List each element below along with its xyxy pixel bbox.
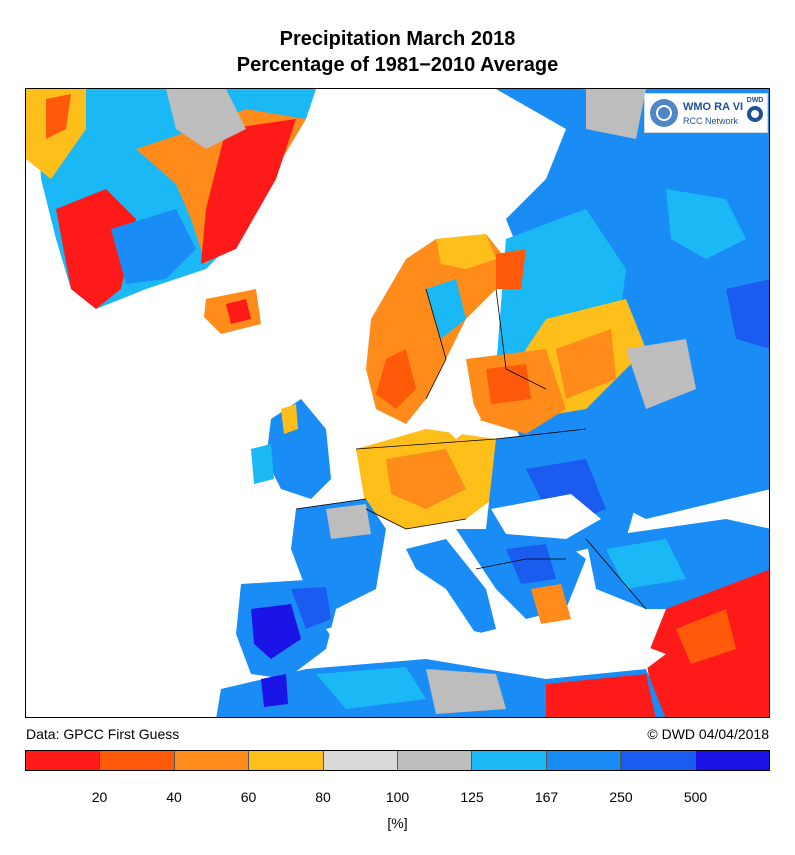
scandinavia-region: [366, 234, 526, 424]
legend-unit: [%]: [387, 815, 408, 831]
legend-swatch: [546, 751, 622, 770]
legend-swatch: [100, 751, 175, 770]
dwd-spiral-icon: [747, 106, 763, 122]
credit-label: © DWD 04/04/2018: [647, 726, 769, 742]
legend-tick-label: 80: [315, 789, 331, 805]
dwd-logo: DWD: [746, 97, 764, 129]
map-title: Precipitation March 2018: [279, 28, 516, 50]
legend-tick-label: 40: [166, 789, 182, 805]
map-subtitle: Percentage of 1981−2010 Average: [236, 54, 559, 76]
iberia-region: [236, 579, 336, 679]
legend-tick-label: 100: [385, 789, 410, 805]
legend-swatch: [472, 751, 547, 770]
legend-swatch: [695, 751, 770, 770]
map-canvas: [26, 89, 769, 717]
legend-swatch: [26, 751, 101, 770]
wmo-globe-icon: [650, 99, 678, 127]
color-legend: [25, 750, 770, 771]
british-isles-region: [266, 399, 331, 499]
wmo-rcc-logo: WMO RA VI RCC Network DWD: [644, 93, 768, 133]
legend-tick-label: 250: [609, 789, 633, 805]
dwd-label: DWD: [746, 97, 764, 104]
greenland-region: [26, 89, 316, 309]
logo-subtitle: RCC Network: [683, 116, 739, 126]
legend-swatch: [249, 751, 324, 770]
legend-tick-label: 20: [91, 789, 108, 805]
logo-title: WMO RA VI: [683, 101, 744, 113]
italy-region: [406, 539, 496, 634]
legend-swatch: [323, 751, 399, 770]
legend-tick-label: 167: [534, 789, 559, 805]
legend-swatch: [621, 751, 696, 770]
legend-tick-label: 125: [460, 789, 484, 805]
legend-swatch: [398, 751, 473, 770]
legend-tick-label: 60: [240, 789, 257, 805]
data-source-label: Data: GPCC First Guess: [26, 726, 180, 742]
precipitation-map: WMO RA VI RCC Network DWD: [25, 88, 770, 718]
legend-tick-label: 500: [683, 789, 708, 805]
legend-swatch: [174, 751, 250, 770]
